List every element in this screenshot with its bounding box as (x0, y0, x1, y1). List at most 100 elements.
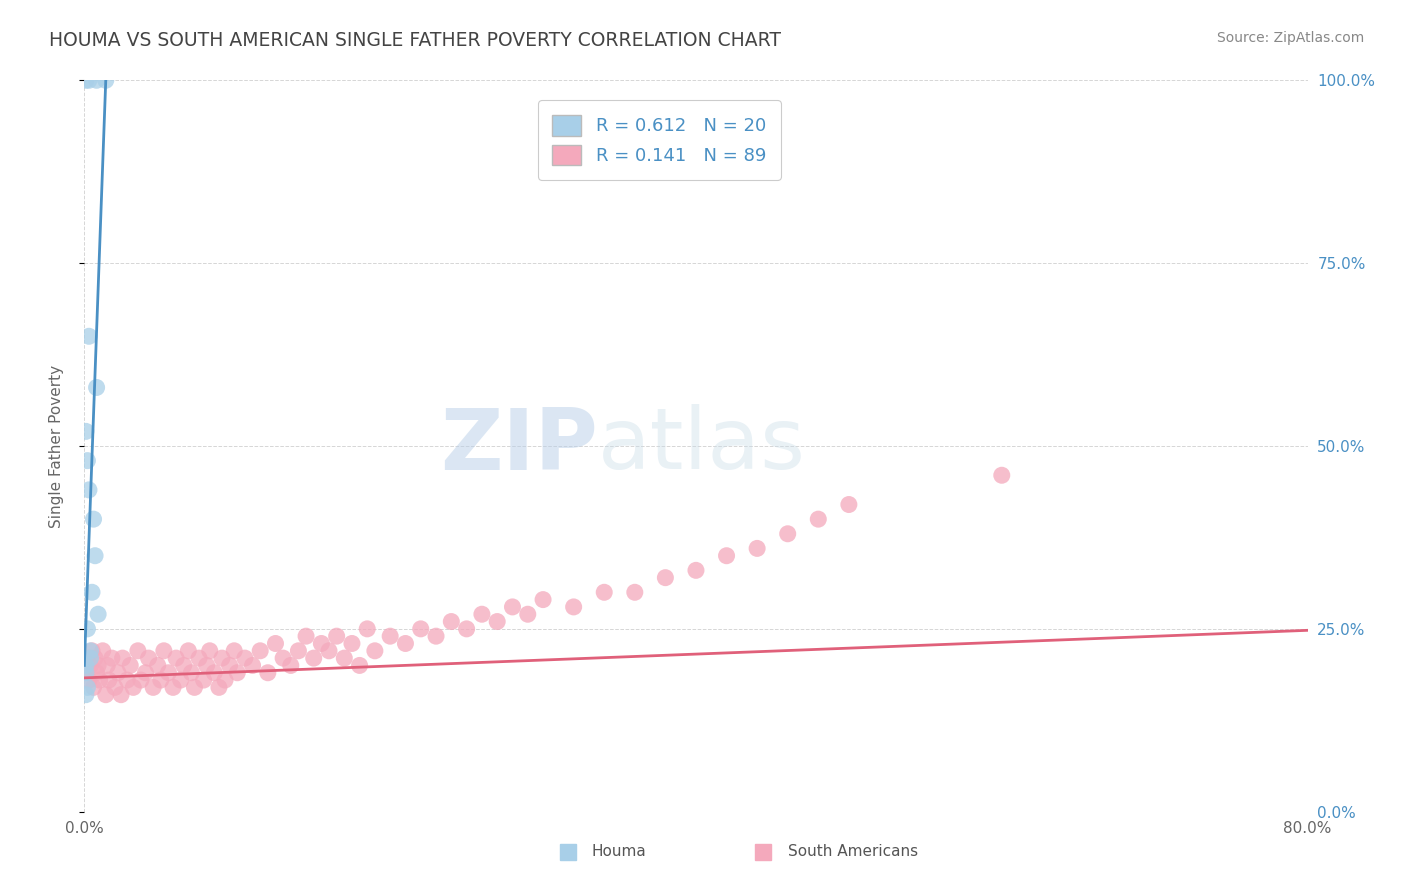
Point (75, 665, 97, 680)
Point (531, 592, 554, 607)
Point (157, 665, 180, 680)
Point (104, 681, 127, 695)
Point (94, 73, 117, 87)
Text: ZIP: ZIP (440, 404, 598, 488)
Point (226, 665, 249, 680)
Point (107, 665, 129, 680)
Point (91, 644, 114, 658)
Point (425, 629, 447, 643)
Point (295, 629, 318, 643)
Point (287, 644, 309, 658)
Point (75, 425, 97, 439)
Point (516, 607, 538, 622)
Point (394, 636, 416, 650)
Point (624, 585, 647, 599)
Point (86, 380, 108, 394)
Point (79, 651, 101, 665)
Point (77, 673, 100, 687)
Point (747, 541, 769, 556)
Point (838, 498, 860, 512)
Point (685, 563, 707, 577)
Point (89, 673, 111, 687)
Point (224, 644, 246, 658)
Point (86, 665, 108, 680)
Point (77, 329, 100, 343)
Point (807, 512, 830, 526)
Point (218, 658, 240, 673)
Point (135, 665, 157, 680)
Point (208, 681, 231, 695)
Point (111, 651, 134, 665)
Point (97, 673, 120, 687)
Point (502, 599, 524, 614)
Text: South Americans: South Americans (787, 845, 918, 860)
Point (716, 549, 738, 563)
Point (76, 651, 98, 665)
Point (165, 651, 187, 665)
Point (75, 73, 97, 87)
Point (183, 681, 205, 695)
Point (654, 571, 676, 585)
Point (84, 651, 107, 665)
Point (138, 651, 160, 665)
Point (991, 468, 1014, 483)
Point (409, 622, 432, 636)
Point (318, 644, 340, 658)
Point (87, 607, 110, 622)
Point (364, 644, 387, 658)
Point (77, 73, 100, 87)
Point (110, 688, 132, 702)
Point (340, 636, 363, 650)
Point (115, 673, 138, 687)
Point (177, 644, 200, 658)
Point (193, 673, 215, 687)
Point (280, 658, 302, 673)
Point (80, 585, 103, 599)
Point (83, 512, 105, 526)
Point (87, 658, 110, 673)
Point (486, 615, 509, 629)
Point (76, 622, 98, 636)
Point (180, 665, 202, 680)
Point (356, 622, 378, 636)
Point (214, 673, 236, 687)
Point (75, 665, 97, 680)
Point (264, 636, 287, 650)
Point (96, 658, 118, 673)
Point (471, 607, 494, 622)
Y-axis label: Single Father Poverty: Single Father Poverty (49, 365, 63, 527)
Point (142, 681, 165, 695)
Point (593, 585, 616, 599)
Point (80, 644, 103, 658)
Point (302, 651, 325, 665)
Point (122, 681, 145, 695)
Point (333, 651, 356, 665)
Point (198, 644, 221, 658)
Point (325, 629, 347, 643)
Point (562, 599, 585, 614)
Text: Source: ZipAtlas.com: Source: ZipAtlas.com (1216, 31, 1364, 45)
Point (153, 644, 176, 658)
Point (86, 73, 108, 87)
Point (76, 453, 98, 467)
Point (84, 549, 107, 563)
Point (79, 644, 101, 658)
Point (75, 658, 97, 673)
Point (162, 681, 184, 695)
Point (311, 636, 333, 650)
Point (257, 665, 280, 680)
Point (170, 673, 193, 687)
Point (249, 644, 271, 658)
Point (271, 651, 294, 665)
Point (77, 483, 100, 497)
Point (75, 688, 97, 702)
Point (127, 644, 149, 658)
Point (94, 688, 117, 702)
Point (195, 658, 218, 673)
Point (456, 622, 478, 636)
Point (202, 665, 225, 680)
Legend: R = 0.612   N = 20, R = 0.141   N = 89: R = 0.612 N = 20, R = 0.141 N = 89 (538, 100, 780, 180)
Text: Houma: Houma (592, 845, 647, 860)
Point (149, 673, 172, 687)
Point (233, 651, 256, 665)
